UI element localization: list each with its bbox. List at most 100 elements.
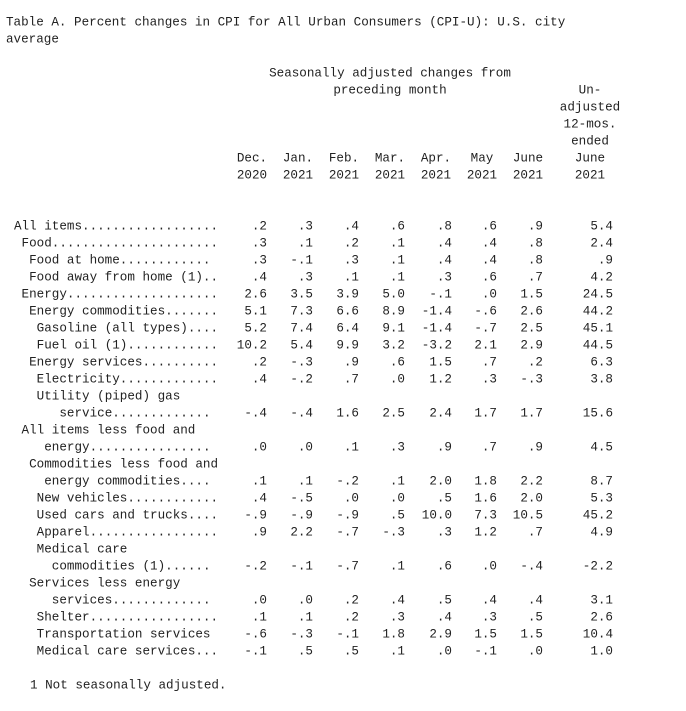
cell-value: -1.4	[422, 321, 452, 335]
cell-value: .4	[482, 253, 497, 267]
cell-value: .7	[344, 372, 359, 386]
cell-value: -.6	[244, 627, 267, 641]
cell-value: 4.2	[590, 270, 613, 284]
cell-value: .5	[298, 644, 313, 658]
cell-value: .3	[344, 253, 359, 267]
cell-value: -.9	[290, 508, 313, 522]
cell-value: .7	[482, 440, 497, 454]
cell-value: .0	[252, 593, 267, 607]
cell-value: .2	[344, 610, 359, 624]
cell-value: .0	[528, 644, 543, 658]
cell-value: .0	[344, 491, 359, 505]
cell-value: .5	[437, 593, 452, 607]
column-header: ended	[571, 134, 609, 148]
cell-value: .1	[252, 474, 267, 488]
cell-value: -.4	[290, 406, 313, 420]
cell-value: -3.2	[422, 338, 452, 352]
cell-value: 4.9	[590, 525, 613, 539]
row-label: New vehicles............	[37, 491, 218, 505]
cell-value: 1.2	[474, 525, 497, 539]
cell-value: 2.5	[382, 406, 405, 420]
row-label: Medical care services...	[37, 644, 218, 658]
cell-value: .2	[528, 355, 543, 369]
cell-value: -.1	[290, 559, 313, 573]
cell-value: 2.1	[474, 338, 497, 352]
cell-value: .5	[528, 610, 543, 624]
cell-value: .1	[390, 474, 405, 488]
cell-value: .0	[482, 559, 497, 573]
cell-value: -.7	[474, 321, 497, 335]
cell-value: 45.1	[583, 321, 613, 335]
cell-value: -.5	[290, 491, 313, 505]
cell-value: .5	[437, 491, 452, 505]
cell-value: -.3	[290, 355, 313, 369]
cell-value: .9	[598, 253, 613, 267]
row-label: energy commodities....	[44, 474, 210, 488]
cell-value: .1	[390, 559, 405, 573]
cell-value: .1	[298, 610, 313, 624]
cell-value: 5.4	[290, 338, 313, 352]
cell-value: -.1	[290, 253, 313, 267]
column-header: 2021	[513, 168, 543, 182]
cell-value: 8.9	[382, 304, 405, 318]
cell-value: .1	[298, 236, 313, 250]
cell-value: .5	[390, 508, 405, 522]
group-header: preceding month	[333, 83, 446, 97]
cell-value: 3.8	[590, 372, 613, 386]
cell-value: 10.2	[237, 338, 267, 352]
cell-value: .3	[482, 372, 497, 386]
cell-value: 1.7	[474, 406, 497, 420]
cell-value: .2	[252, 355, 267, 369]
cell-value: 1.2	[429, 372, 452, 386]
cell-value: 8.7	[590, 474, 613, 488]
row-label: Energy services..........	[29, 355, 218, 369]
cell-value: 24.5	[583, 287, 613, 301]
cell-value: 9.1	[382, 321, 405, 335]
column-header: 2021	[575, 168, 605, 182]
cell-value: 1.8	[474, 474, 497, 488]
row-label: Fuel oil (1)............	[37, 338, 218, 352]
cell-value: 5.4	[590, 219, 613, 233]
cell-value: 3.9	[336, 287, 359, 301]
row-label: energy................	[44, 440, 210, 454]
cell-value: 10.4	[583, 627, 613, 641]
cell-value: -.7	[336, 525, 359, 539]
column-header: 12-mos.	[564, 117, 617, 131]
cell-value: 2.9	[429, 627, 452, 641]
cell-value: 3.5	[290, 287, 313, 301]
cell-value: .1	[298, 474, 313, 488]
cell-value: .3	[482, 610, 497, 624]
cell-value: 1.5	[520, 627, 543, 641]
cell-value: .4	[252, 491, 267, 505]
cell-value: .7	[528, 525, 543, 539]
cell-value: .4	[252, 372, 267, 386]
column-header: Dec.	[237, 151, 267, 165]
cell-value: .8	[528, 236, 543, 250]
cell-value: -.1	[429, 287, 452, 301]
cell-value: 2.9	[520, 338, 543, 352]
cell-value: 1.8	[382, 627, 405, 641]
row-label: Utility (piped) gas	[37, 389, 181, 403]
cell-value: .0	[252, 440, 267, 454]
cell-value: 3.1	[590, 593, 613, 607]
row-label: service.............	[59, 406, 210, 420]
cell-value: 44.2	[583, 304, 613, 318]
column-header: adjusted	[560, 100, 620, 114]
cell-value: 15.6	[583, 406, 613, 420]
row-label: Food at home............	[29, 253, 210, 267]
cell-value: 10.0	[422, 508, 452, 522]
column-header: 2021	[375, 168, 405, 182]
row-label: Energy....................	[22, 287, 219, 301]
row-label: services.............	[52, 593, 211, 607]
row-label: All items less food and	[22, 423, 196, 437]
row-label: Transportation services	[37, 627, 211, 641]
cell-value: .0	[482, 287, 497, 301]
row-label: Apparel.................	[37, 525, 218, 539]
cell-value: .1	[390, 644, 405, 658]
cell-value: 5.0	[382, 287, 405, 301]
cell-value: 4.5	[590, 440, 613, 454]
cell-value: 3.2	[382, 338, 405, 352]
cell-value: 5.1	[244, 304, 267, 318]
cell-value: .2	[344, 593, 359, 607]
